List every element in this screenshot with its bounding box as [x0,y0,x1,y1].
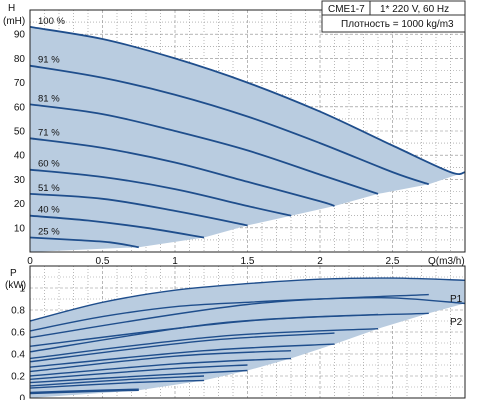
speed-percent-label: 40 % [38,205,60,216]
power-axis-unit: (kW) [5,280,26,291]
legend-box: CME1-7 1* 220 V, 60 Hz Плотность = 1000 … [321,0,466,33]
head-y-tick-label: 80 [14,54,26,65]
head-curve-line [29,64,430,186]
flow-x-tick-label: 2.5 [386,256,400,267]
flow-x-tick-label: 1 [172,256,178,267]
flow-x-tick-labels: 0 0.5 1 1.5 2 2.5 [27,256,400,267]
power-curve-line [29,313,379,353]
power-y-tick-label: 0.2 [11,372,25,383]
head-axis-unit: (mH) [3,16,25,27]
head-curve-line [29,236,139,249]
head-curve-line [29,103,379,195]
power-y-tick-label: 0.8 [11,306,25,317]
speed-percent-label: 100 % [38,16,65,27]
power-y-tick-label: 0.4 [11,350,25,361]
speed-percent-label: 51 % [38,183,60,194]
power-curve-panel: 0 0.2 0.4 0.6 0.8 1 P (kW) P1 P2 [5,265,466,400]
power-curve-line [29,293,429,339]
power-curve-line [29,388,139,394]
power-curve-line [29,332,335,363]
speed-percent-label: 71 % [38,127,60,138]
flow-x-tick-label: 0.5 [96,256,110,267]
power-curve-line [29,364,248,380]
head-y-tick-label: 60 [14,102,26,113]
power-y-tick-labels: 0 0.2 0.4 0.6 0.8 1 [11,284,25,400]
head-y-tick-label: 30 [14,175,26,186]
head-y-tick-label: 50 [14,127,26,138]
p2-label: P2 [450,317,463,328]
head-y-tick-label: 90 [14,30,26,41]
power-curve-line [29,369,248,384]
power-curve-line [29,357,292,377]
p1-label: P1 [450,294,463,305]
power-curve-line [29,343,335,368]
speed-percent-label: 91 % [38,55,60,66]
head-y-tick-label: 20 [14,199,26,210]
speed-percent-label: 25 % [38,226,60,237]
speed-percent-label: 81 % [38,93,60,104]
power-plot-frame [29,265,466,399]
head-curve-panel: 100 %91 %81 %71 %60 %51 %40 %25 % 102030… [3,0,466,267]
legend-model: CME1-7 [328,4,365,15]
head-curve-line [29,26,466,175]
speed-percent-labels: 100 % 91 % 81 % 71 % 60 % 51 % 40 % 25 % [38,16,65,238]
head-curve-line [29,137,335,207]
legend-density: Плотность = 1000 kg/m3 [341,19,454,30]
power-y-tick-label: 1 [19,284,25,295]
power-curve-line [29,296,466,332]
flow-x-tick-label: 2 [317,256,323,267]
head-axis-label: H [8,3,15,14]
head-curve-line [29,168,292,217]
power-y-tick-label: 0 [19,394,25,400]
head-operating-area [30,26,465,253]
power-axis-label: P [10,268,17,279]
flow-x-tick-label: 0 [27,256,33,267]
head-curve-line [29,214,205,239]
legend-frame [321,0,466,33]
head-plot-frame [29,9,466,253]
head-y-tick-label: 40 [14,151,26,162]
power-curve-line [29,379,205,389]
head-curve-line [29,193,248,227]
legend-supply: 1* 220 V, 60 Hz [380,4,449,15]
head-y-tick-label: 70 [14,78,26,89]
power-curve-line [29,328,379,360]
power-curve-line [29,277,466,322]
head-y-tick-labels: 10 20 30 40 50 60 70 80 90 [14,30,26,235]
power-curve-line [29,375,205,387]
power-curve-line [29,350,292,373]
head-curves [29,26,466,249]
power-curve-line [29,389,139,395]
flow-axis-label: Q(m3/h) [428,256,465,267]
power-y-tick-label: 0.6 [11,328,25,339]
power-curves [29,277,466,395]
head-y-tick-label: 10 [14,223,26,234]
speed-percent-label: 60 % [38,159,60,170]
flow-x-tick-label: 1.5 [241,256,255,267]
